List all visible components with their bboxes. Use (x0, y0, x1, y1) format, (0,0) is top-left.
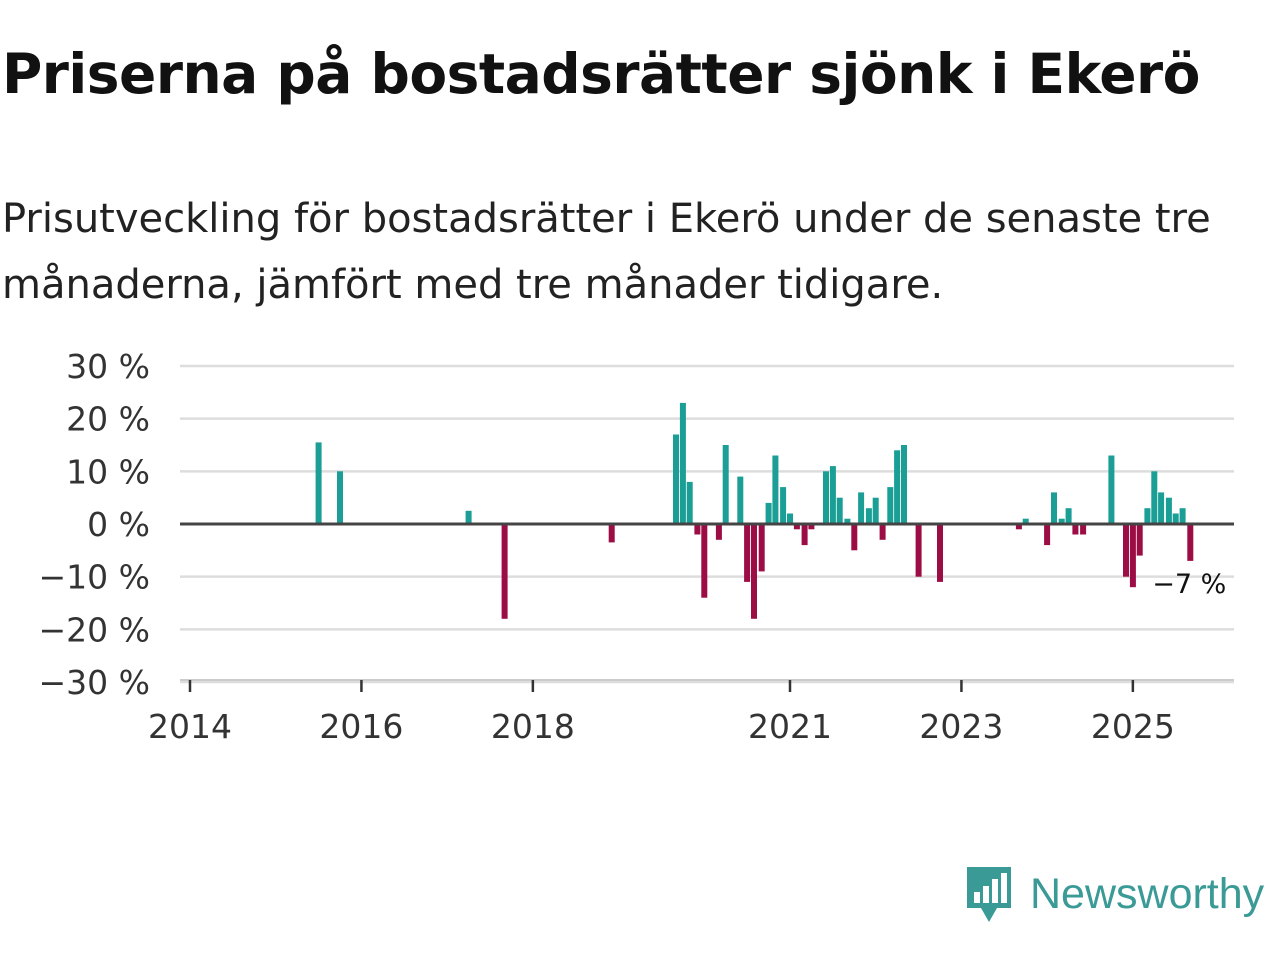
bar (801, 524, 808, 546)
x-tick-label: 2016 (319, 707, 403, 746)
gridlines (180, 364, 1234, 684)
bars (315, 402, 1194, 619)
bar (1022, 518, 1029, 524)
bar (701, 524, 708, 598)
bar (1172, 513, 1179, 524)
bar (758, 524, 765, 572)
y-tick-label: −20 % (39, 610, 151, 649)
bar (1108, 455, 1115, 524)
y-tick-label: 20 % (66, 400, 150, 439)
bar (1158, 492, 1165, 524)
bar (686, 481, 693, 524)
bar (915, 524, 922, 577)
bar (829, 466, 836, 524)
bar (865, 508, 872, 524)
bar (872, 497, 879, 524)
y-tick-label: 10 % (66, 452, 150, 491)
bar (1136, 524, 1143, 556)
bar (1179, 508, 1186, 524)
bar (1072, 524, 1079, 535)
y-tick-label: 0 % (87, 505, 150, 544)
bar (851, 524, 858, 551)
bar (879, 524, 886, 540)
bar (1015, 524, 1022, 530)
bar (1151, 471, 1158, 524)
bar (337, 471, 343, 524)
axes (180, 522, 1234, 692)
newsworthy-logo-text: Newsworthy (1030, 869, 1265, 918)
x-tick-label: 2023 (919, 707, 1003, 746)
bar (501, 524, 508, 619)
bar (1051, 492, 1057, 524)
bar (1080, 524, 1087, 535)
bar (894, 450, 901, 524)
bar (844, 518, 851, 524)
bar (765, 502, 772, 524)
bar (744, 524, 751, 582)
bar (823, 471, 829, 524)
x-tick-label: 2021 (748, 707, 832, 746)
bar (836, 497, 843, 524)
chart-subtitle: Prisutveckling för bostadsrätter i Ekerö… (2, 196, 1211, 308)
bar (787, 513, 793, 524)
bar (901, 445, 907, 524)
bar (887, 487, 894, 524)
bar (793, 524, 800, 530)
bar (694, 524, 701, 535)
chart-title: Priserna på bostadsrätter sjönk i Ekerö (2, 42, 1200, 106)
bar (1144, 508, 1151, 524)
bar (1123, 524, 1129, 577)
newsworthy-logo: Newsworthy (964, 864, 1264, 924)
bar (780, 487, 787, 524)
bar (1058, 518, 1065, 524)
bar (673, 434, 679, 524)
bar (715, 524, 722, 540)
bar (679, 402, 686, 524)
bar (315, 442, 322, 524)
bar (858, 492, 865, 524)
y-tick-label: 30 % (66, 347, 150, 386)
bar (1129, 524, 1136, 588)
bar-chart: 30 % 20 % 10 % 0 % −10 % −20 % −30 % 2014 2016 20… (39, 347, 1234, 746)
bar (1187, 524, 1194, 561)
bar (1165, 497, 1172, 524)
bar (1065, 508, 1072, 524)
y-tick-label: −30 % (39, 663, 151, 702)
bar (937, 524, 943, 582)
x-tick-label: 2014 (148, 707, 232, 746)
x-tick-label: 2018 (491, 707, 575, 746)
bar (465, 510, 472, 524)
bar (608, 524, 615, 543)
x-tick-label: 2025 (1091, 707, 1175, 746)
bar (751, 524, 757, 619)
labels: 30 % 20 % 10 % 0 % −10 % −20 % −30 % 2014 2016 20… (39, 347, 1227, 746)
newsworthy-logo-icon (967, 867, 1011, 922)
last-value-annotation: −7 % (1152, 569, 1226, 600)
bar (772, 455, 779, 524)
bar (722, 445, 729, 524)
bar (1044, 524, 1051, 546)
bar (737, 476, 744, 524)
bar (808, 524, 815, 530)
y-tick-label: −10 % (39, 558, 151, 597)
